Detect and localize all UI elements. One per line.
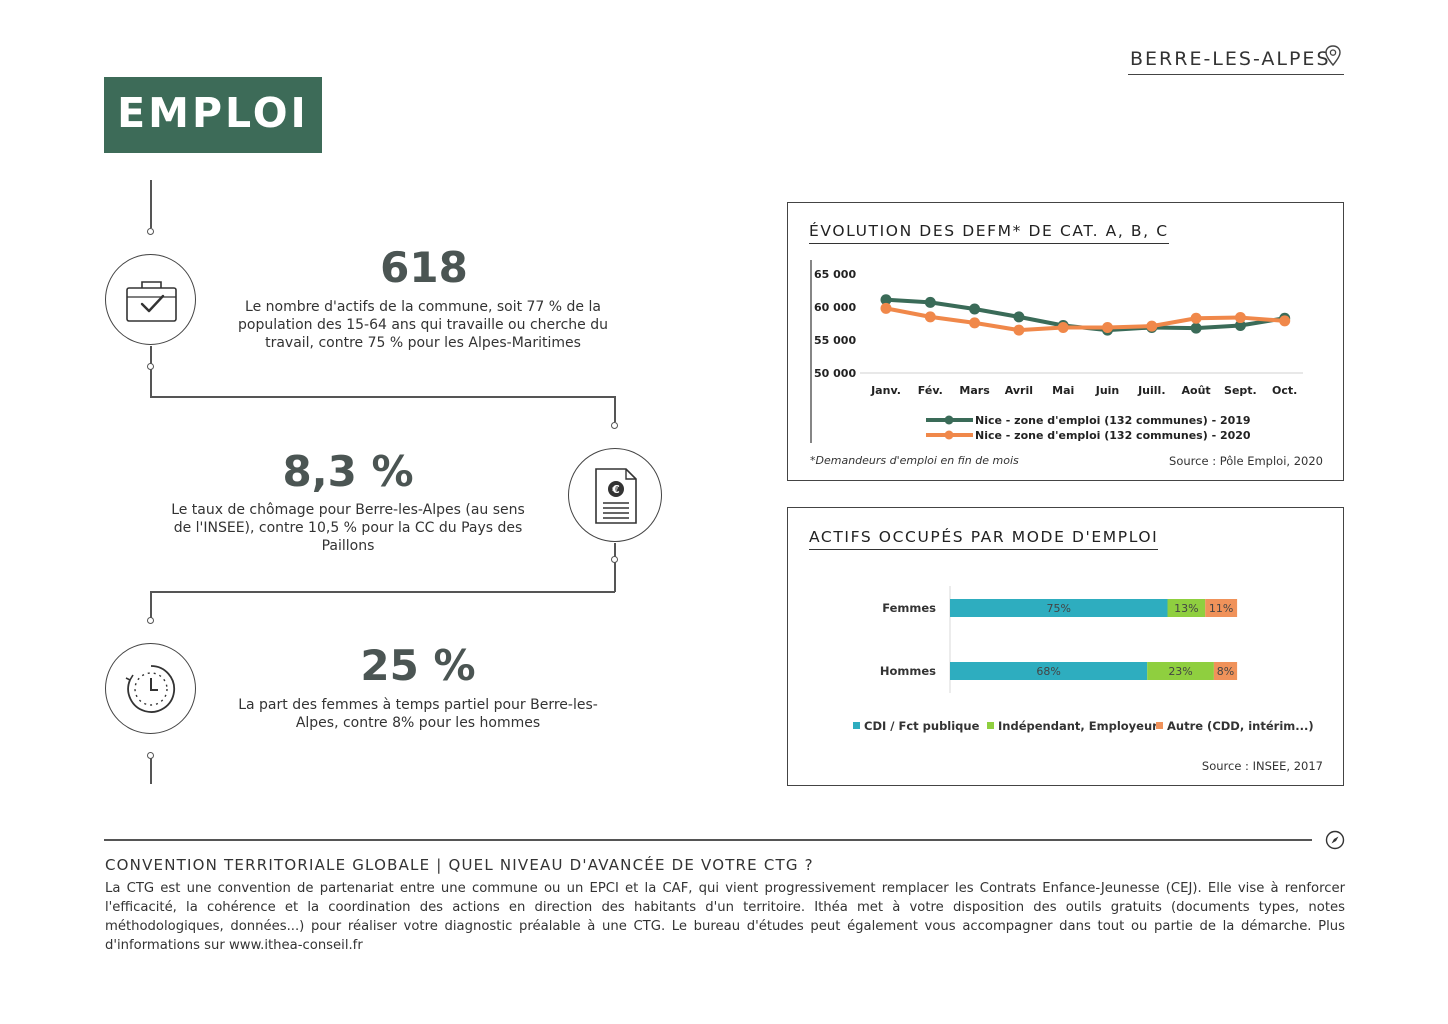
connector-line xyxy=(150,346,152,364)
x-tick-label: Août xyxy=(1182,384,1211,397)
legend-label: CDI / Fct publique xyxy=(864,719,980,733)
bar-data-label: 13% xyxy=(1174,602,1198,615)
bar-segment xyxy=(950,599,1168,617)
connector-dot xyxy=(147,617,154,624)
footer-title: CONVENTION TERRITORIALE GLOBALE | QUEL N… xyxy=(105,856,814,874)
y-tick-label: 55 000 xyxy=(814,334,856,347)
data-point xyxy=(1234,312,1246,324)
connector-dot xyxy=(611,422,618,429)
legend-swatch xyxy=(853,722,860,729)
actifs-chart-panel: ACTIFS OCCUPÉS PAR MODE D'EMPLOI Femmes 7… xyxy=(787,507,1344,786)
data-point xyxy=(1190,322,1202,334)
data-point xyxy=(924,311,936,323)
actifs-source: Source : INSEE, 2017 xyxy=(1201,759,1323,773)
legend-swatch xyxy=(1156,722,1163,729)
data-point xyxy=(1102,321,1113,333)
connector-line xyxy=(150,758,152,784)
data-point xyxy=(1190,312,1202,324)
document-circle: € xyxy=(568,448,662,542)
stat-description-actifs: Le nombre d'actifs de la commune, soit 7… xyxy=(238,299,608,351)
bar-segment xyxy=(1205,599,1238,617)
bar-segment xyxy=(1147,662,1214,680)
series-line xyxy=(885,306,1285,333)
connector-line xyxy=(150,591,152,619)
x-tick-label: Oct. xyxy=(1272,384,1297,397)
data-point xyxy=(1146,320,1158,332)
data-point xyxy=(1013,311,1025,323)
connector-line xyxy=(614,562,616,592)
stat-description-chomage: Le taux de chômage pour Berre-les-Alpes … xyxy=(171,502,525,554)
data-point xyxy=(1013,324,1025,336)
stat-description-temps-partiel: La part des femmes à temps partiel pour … xyxy=(238,697,598,731)
connector-dot xyxy=(147,228,154,235)
compass-icon xyxy=(1325,830,1345,850)
x-tick-label: Mai xyxy=(1052,384,1074,397)
defm-line-chart: 65 000 60 000 55 000 50 000 Janv. Fév. Mars Avr… xyxy=(810,260,1303,443)
svg-text:€: € xyxy=(611,483,620,496)
y-tick-label: 65 000 xyxy=(814,268,856,281)
footer-divider xyxy=(104,839,1312,841)
x-tick-label: Janv. xyxy=(870,384,901,397)
location-name: BERRE-LES-ALPES xyxy=(1130,48,1331,70)
data-point xyxy=(969,317,981,329)
clock-icon xyxy=(125,665,176,713)
clock-circle xyxy=(105,643,196,734)
briefcase-check-icon xyxy=(126,281,177,322)
category-label: Hommes xyxy=(880,664,936,678)
stat-value-actifs: 618 xyxy=(380,243,468,292)
connector-line xyxy=(150,369,152,397)
data-point xyxy=(1279,315,1291,327)
data-point xyxy=(880,302,892,314)
location-header: BERRE-LES-ALPES xyxy=(1128,44,1344,75)
data-point xyxy=(1057,321,1069,333)
legend-marker xyxy=(944,415,954,425)
legend-marker xyxy=(944,430,954,440)
briefcase-circle xyxy=(105,254,196,345)
bar-segment xyxy=(1213,662,1238,680)
actifs-stacked-bar-chart: Femmes 75% 13% 11% Hommes 68% 23% 8% CDI / Fct p… xyxy=(853,586,1314,733)
stat-value-chomage: 8,3 % xyxy=(282,447,414,496)
data-point xyxy=(880,294,892,306)
bar-data-label: 23% xyxy=(1168,665,1192,678)
x-tick-label: Mars xyxy=(959,384,990,397)
bar-segment xyxy=(950,662,1148,680)
connector-line xyxy=(614,396,616,422)
connector-line xyxy=(150,591,615,593)
x-tick-label: Fév. xyxy=(918,384,943,397)
data-point xyxy=(1234,319,1246,331)
map-pin-icon xyxy=(1325,45,1341,67)
bar-segment xyxy=(1167,599,1206,617)
legend-label: Indépendant, Employeur xyxy=(998,719,1158,733)
bar-data-label: 8% xyxy=(1217,665,1234,678)
connector-line xyxy=(150,180,152,228)
defm-chart-panel: ÉVOLUTION DES DEFM* DE CAT. A, B, C 65 0… xyxy=(787,202,1344,481)
defm-chart-title: ÉVOLUTION DES DEFM* DE CAT. A, B, C xyxy=(809,222,1169,244)
connector-line xyxy=(150,396,615,398)
category-label: Femmes xyxy=(882,601,936,615)
actifs-chart-title: ACTIFS OCCUPÉS PAR MODE D'EMPLOI xyxy=(809,528,1159,550)
x-tick-label: Avril xyxy=(1005,384,1033,397)
bar-data-label: 68% xyxy=(1036,665,1060,678)
data-point xyxy=(924,296,936,308)
footer-text: La CTG est une convention de partenariat… xyxy=(105,881,1345,953)
legend-label: Nice - zone d'emploi (132 communes) - 20… xyxy=(975,414,1251,427)
euro-document-icon: € xyxy=(595,468,637,524)
legend-label: Nice - zone d'emploi (132 communes) - 20… xyxy=(975,429,1251,442)
stat-value-temps-partiel: 25 % xyxy=(360,641,476,690)
y-tick-label: 50 000 xyxy=(814,367,856,380)
x-tick-label: Juin xyxy=(1095,384,1120,397)
section-title: EMPLOI xyxy=(117,89,309,137)
defm-source: Source : Pôle Emploi, 2020 xyxy=(1169,454,1323,468)
x-tick-label: Sept. xyxy=(1224,384,1257,397)
connector-line xyxy=(614,543,616,557)
defm-footnote: *Demandeurs d'emploi en fin de mois xyxy=(810,454,1019,467)
x-tick-label: Juill. xyxy=(1137,384,1165,397)
bar-data-label: 11% xyxy=(1209,602,1233,615)
data-point xyxy=(969,303,981,315)
y-tick-label: 60 000 xyxy=(814,301,856,314)
legend-swatch xyxy=(987,722,994,729)
legend-label: Autre (CDD, intérim...) xyxy=(1167,719,1314,733)
section-title-box: EMPLOI xyxy=(104,77,322,153)
bar-data-label: 75% xyxy=(1047,602,1071,615)
